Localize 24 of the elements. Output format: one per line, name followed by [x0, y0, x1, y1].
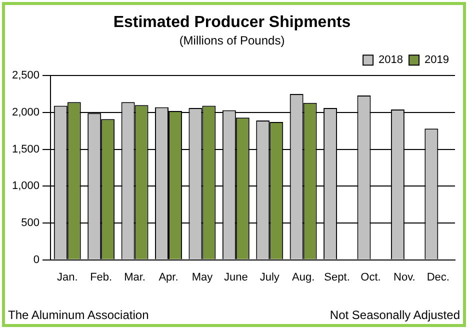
x-tick-label: Aug. — [292, 271, 315, 284]
y-tick-label: 2,500 — [12, 70, 40, 82]
x-tick-label: Feb. — [90, 271, 112, 284]
x-tick-label: Dec. — [426, 271, 450, 284]
x-tick-label: Mar. — [124, 271, 146, 284]
y-tick-label: 1,000 — [12, 180, 40, 192]
x-tick-label: Sept. — [324, 271, 350, 284]
text: Not Seasonally Adjusted — [330, 308, 460, 322]
x-tick-label: May — [192, 271, 214, 284]
y-tick-label: 2,000 — [12, 106, 40, 118]
x-tick-label: Oct. — [360, 271, 381, 284]
chart-subtitle: (Millions of Pounds) — [179, 34, 285, 48]
y-tick-label: 1,500 — [12, 143, 40, 156]
y-tick-label: 0 — [33, 254, 40, 266]
x-tick-label: Jan. — [56, 271, 78, 284]
legend-label: 2018 — [378, 54, 404, 66]
text: The Aluminum Association — [8, 308, 149, 322]
chart-title: Estimated Producer Shipments — [113, 14, 351, 32]
x-tick-label: Nov. — [394, 271, 416, 284]
x-tick-label: June — [224, 271, 248, 284]
x-tick-label: Apr. — [158, 271, 178, 284]
legend-label: 2019 — [424, 54, 450, 66]
y-tick-label: 500 — [21, 216, 40, 229]
x-tick-label: July — [260, 271, 280, 284]
